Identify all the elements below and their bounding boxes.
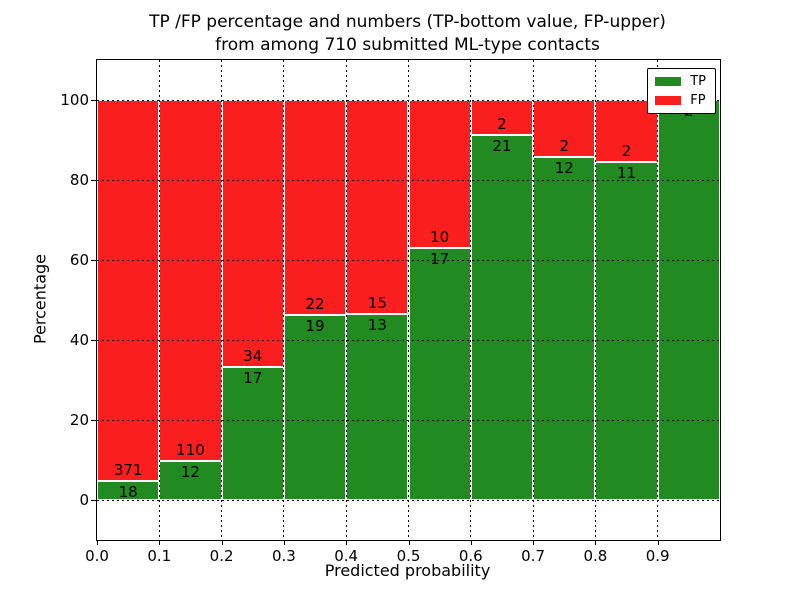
y-tick <box>91 340 96 341</box>
grid-line-vertical <box>594 60 596 540</box>
legend-swatch-fp-icon <box>655 96 682 105</box>
y-tick <box>91 500 96 501</box>
bar-label-tp: 18 <box>118 483 138 502</box>
legend: TP FP <box>647 68 716 114</box>
y-tick <box>91 260 96 261</box>
bar-label-fp: 110 <box>176 440 205 459</box>
y-tick-label: 100 <box>60 91 89 109</box>
grid-line-horizontal <box>97 420 720 421</box>
x-tick-label: 0.8 <box>583 547 608 565</box>
grid-line-vertical <box>408 60 409 540</box>
bar-segment-fp <box>408 100 471 249</box>
y-tick <box>91 100 96 101</box>
bar-label-fp: 15 <box>367 294 387 313</box>
bar-label-fp: 22 <box>305 294 325 313</box>
bar-label-tp: 12 <box>180 462 200 481</box>
y-tick-label: 40 <box>69 331 89 349</box>
grid-line-vertical <box>283 60 285 540</box>
grid-line-vertical <box>158 60 160 540</box>
bar-label-tp: 17 <box>243 368 263 387</box>
x-tick-label: 0.0 <box>85 547 109 565</box>
x-tick <box>470 540 472 545</box>
bar-segment-fp <box>346 100 409 315</box>
bar-segment-fp <box>97 100 160 482</box>
grid-line-vertical <box>657 60 659 540</box>
grid-line-horizontal <box>97 260 720 261</box>
x-tick-label: 0.6 <box>458 547 483 565</box>
x-tick-label: 0.9 <box>645 547 670 565</box>
bar-segment-fp <box>595 100 658 162</box>
bar-label-tp: 12 <box>554 159 574 178</box>
bar-segment-tp <box>408 248 471 500</box>
x-tick-label: 0.7 <box>521 547 546 565</box>
plot-area: TP FP 371 18 110 12 34 17 22 19 15 13 10 17 2 21 2 12 2 1… <box>60 59 721 565</box>
x-tick-label: 0.5 <box>396 547 421 565</box>
grid-line-horizontal <box>97 100 720 101</box>
bar-segment-tp <box>159 460 222 500</box>
bar-segment-fp <box>283 100 347 315</box>
legend-label-fp: FP <box>690 93 706 108</box>
x-tick-label: 0.3 <box>271 547 296 565</box>
y-tick-label: 0 <box>79 491 89 509</box>
bar-segment-tp <box>221 366 284 500</box>
x-tick <box>97 540 98 545</box>
bar-label-fp: 2 <box>497 114 507 133</box>
bar-label-fp: 10 <box>430 228 450 247</box>
bar-label-fp: 371 <box>113 461 143 480</box>
bar-label-tp: 21 <box>492 136 512 155</box>
bar-label-fp: 2 <box>559 137 570 156</box>
bar-segment-tp <box>657 100 720 500</box>
bar-label-fp: 34 <box>243 346 263 365</box>
bar-segment-tp <box>97 481 160 500</box>
bar-label-fp: 2 <box>621 141 632 160</box>
grid-line-horizontal <box>97 180 720 181</box>
x-tick <box>408 540 410 545</box>
x-tick <box>595 540 597 545</box>
legend-item-tp: TP <box>655 75 706 88</box>
grid-line-vertical <box>345 60 347 540</box>
y-tick-label: 80 <box>69 171 89 189</box>
bar-label-tp: 19 <box>305 316 325 335</box>
legend-label-tp: TP <box>690 74 706 89</box>
y-tick-label: 60 <box>69 251 89 269</box>
x-tick <box>221 540 223 545</box>
x-tick-label: 0.1 <box>147 547 172 565</box>
x-tick-label: 0.4 <box>334 547 359 565</box>
x-tick-label: 0.2 <box>209 547 234 565</box>
legend-swatch-tp-icon <box>655 77 682 86</box>
legend-item-fp: FP <box>655 94 706 107</box>
y-tick <box>91 420 96 421</box>
x-axis-label: Predicted probability <box>324 561 491 580</box>
chart-title: TP /FP percentage and numbers (TP-bottom… <box>96 11 719 57</box>
bar-segment-tp <box>533 157 596 500</box>
x-tick <box>346 540 348 545</box>
x-tick <box>533 540 535 545</box>
bar-label-tp: 17 <box>430 250 450 269</box>
chart-title-line2: from among 710 submitted ML-type contact… <box>215 35 600 55</box>
bar-label-tp: 13 <box>367 316 387 335</box>
bar-segment-tp <box>283 314 347 500</box>
x-tick <box>159 540 161 545</box>
bar-segment-tp <box>595 161 658 500</box>
grid-line-vertical <box>470 60 472 540</box>
y-tick-label: 20 <box>69 411 89 429</box>
grid-line-vertical <box>532 60 534 540</box>
bar-segment-tp <box>346 314 409 500</box>
bar-segment-fp <box>159 100 222 461</box>
x-tick <box>283 540 285 545</box>
chart-title-line1: TP /FP percentage and numbers (TP-bottom… <box>149 12 666 32</box>
grid-line-horizontal <box>97 340 720 341</box>
bar-label-tp: 11 <box>616 163 637 182</box>
grid-line-vertical <box>221 60 223 540</box>
bar-segment-fp <box>533 100 596 158</box>
bar-segment-tp <box>470 134 534 500</box>
grid-line-horizontal <box>97 500 720 501</box>
bar-segment-fp <box>221 100 284 367</box>
x-tick <box>657 540 659 545</box>
y-tick <box>91 180 96 181</box>
